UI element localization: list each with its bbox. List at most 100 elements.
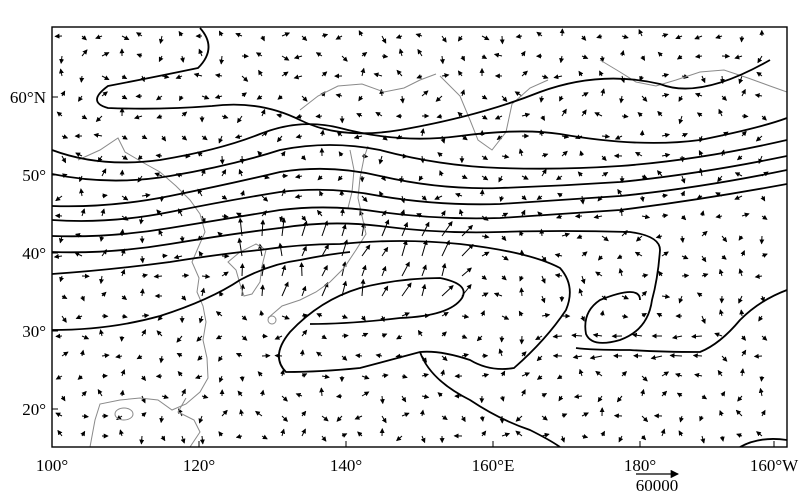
wind-vector	[678, 430, 684, 437]
wind-vector	[435, 95, 443, 102]
wind-vector	[259, 310, 265, 317]
wind-vector	[361, 391, 370, 397]
wind-vector	[541, 255, 547, 263]
wind-vector	[280, 369, 285, 377]
wind-vector	[135, 32, 143, 38]
wind-vector	[179, 55, 185, 63]
wind-vector	[239, 375, 245, 382]
wind-vector	[175, 74, 183, 80]
wind-vector	[641, 290, 647, 297]
wind-vector	[237, 237, 243, 257]
wind-vector	[650, 355, 663, 360]
wind-vector	[154, 172, 163, 178]
wind-vector	[338, 151, 344, 157]
wind-vector	[121, 195, 129, 201]
wind-vector	[301, 285, 307, 297]
wind-vector	[401, 239, 408, 257]
wind-vector	[219, 55, 225, 65]
wind-vector	[379, 190, 384, 197]
wind-vector	[556, 175, 563, 181]
wind-vector	[641, 214, 651, 220]
wind-vector	[536, 374, 543, 380]
wind-vector	[639, 195, 645, 203]
coastline-alaska	[599, 59, 787, 93]
wind-vector	[401, 395, 407, 403]
wind-vector	[518, 148, 524, 157]
wind-vector	[218, 375, 224, 383]
wind-vector	[520, 209, 526, 217]
x-axis-labels: 100° 120° 140° 160°E 180° 160°W	[36, 456, 799, 475]
wind-vector	[501, 275, 507, 281]
wind-vector	[461, 135, 468, 141]
wind-vector	[401, 412, 410, 418]
wind-vector	[101, 353, 110, 359]
wind-vector	[661, 92, 670, 98]
wind-vector	[457, 111, 463, 118]
wind-vector	[556, 374, 563, 380]
wind-vector	[694, 53, 703, 59]
wind-vector	[281, 395, 288, 402]
contour-5	[52, 222, 661, 344]
wind-vector	[237, 115, 243, 124]
x-tick-label: 100°	[36, 456, 68, 475]
wind-vector	[561, 133, 570, 139]
wind-vector	[515, 430, 523, 437]
wind-vector	[421, 372, 430, 378]
wind-vector	[361, 264, 367, 277]
wind-vector	[301, 428, 306, 437]
wind-vector	[301, 373, 308, 378]
wind-vector	[181, 111, 188, 117]
wind-vector	[257, 371, 263, 377]
wind-vector	[696, 112, 703, 118]
wind-vector	[572, 354, 583, 360]
wind-vector	[321, 264, 328, 277]
wind-vector	[239, 263, 245, 277]
wind-vector	[321, 282, 329, 297]
wind-vector	[396, 69, 403, 77]
wind-vector	[81, 35, 87, 41]
wind-vector	[578, 368, 584, 377]
wind-vector	[81, 49, 88, 57]
wind-vector	[381, 219, 390, 237]
wind-vector	[573, 393, 583, 399]
wind-vector	[260, 35, 265, 42]
wind-vector	[300, 155, 306, 161]
wind-vector	[417, 329, 423, 337]
wind-vector	[536, 195, 543, 200]
wind-vector	[295, 133, 303, 139]
wind-vector	[616, 395, 623, 403]
wind-vector	[541, 153, 549, 158]
wind-vector	[599, 310, 605, 317]
wind-vector	[581, 109, 587, 117]
wind-vector	[461, 224, 473, 237]
wind-vector	[221, 114, 229, 119]
wind-vector	[617, 188, 623, 197]
wind-vector	[741, 130, 747, 137]
wind-vector	[341, 433, 348, 438]
wind-vector	[457, 70, 463, 77]
contour-east-low	[575, 289, 787, 353]
wind-vector	[360, 315, 366, 322]
wind-vector	[181, 273, 190, 279]
x-tick-label: 180°	[624, 456, 656, 475]
wind-vector	[561, 232, 571, 238]
wind-vector	[757, 55, 763, 64]
wind-vector	[61, 315, 67, 323]
wind-vector	[589, 354, 603, 360]
wind-vector	[395, 353, 403, 359]
wind-vector	[381, 246, 389, 257]
wind-vector	[661, 294, 671, 299]
wind-vector	[720, 390, 726, 397]
wind-vector	[281, 415, 288, 422]
wind-vector	[694, 372, 703, 378]
wind-vector	[676, 392, 683, 398]
wind-vector	[396, 435, 403, 442]
wind-vector	[679, 235, 685, 244]
wind-vector	[437, 392, 443, 398]
wind-vector	[341, 55, 348, 62]
wind-vector	[758, 387, 764, 397]
wind-vector	[241, 75, 249, 82]
wind-vector	[581, 433, 589, 439]
wind-vector	[99, 329, 104, 337]
x-tick-label: 160°E	[472, 456, 515, 475]
